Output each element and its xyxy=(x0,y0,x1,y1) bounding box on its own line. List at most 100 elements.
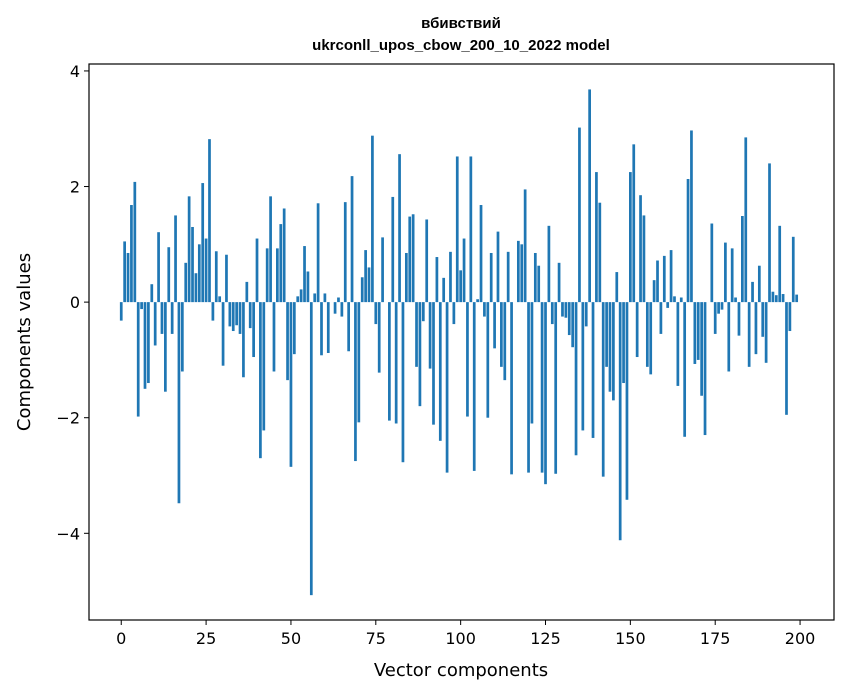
bar-127 xyxy=(550,302,554,325)
bar-181 xyxy=(734,297,737,303)
bar-146 xyxy=(615,272,619,303)
bar-178 xyxy=(724,242,727,303)
bar-97 xyxy=(449,251,452,303)
bar-66 xyxy=(343,202,347,303)
bar-167 xyxy=(686,179,690,303)
bar-56 xyxy=(309,302,313,596)
bar-143 xyxy=(605,302,608,367)
bar-198 xyxy=(791,236,795,303)
bar-149 xyxy=(625,302,629,500)
bar-20 xyxy=(187,196,191,303)
bar-93 xyxy=(435,257,439,303)
x-tick-label-75: 75 xyxy=(366,629,386,648)
bar-133 xyxy=(571,302,575,348)
bar-144 xyxy=(608,302,612,392)
bar-33 xyxy=(231,302,235,332)
bar-162 xyxy=(669,250,673,303)
bar-170 xyxy=(696,302,700,360)
bar-125 xyxy=(544,302,547,485)
bar-3 xyxy=(130,205,133,303)
bar-135 xyxy=(578,127,581,303)
bar-31 xyxy=(225,254,228,303)
y-tick-label--2: −2 xyxy=(56,409,80,428)
x-tick-label-0: 0 xyxy=(116,629,126,648)
bar-54 xyxy=(303,246,306,303)
bar-17 xyxy=(177,302,181,504)
bar-74 xyxy=(371,135,374,303)
bar-81 xyxy=(394,302,398,424)
bar-77 xyxy=(381,237,384,303)
bar-132 xyxy=(567,302,571,336)
bar-21 xyxy=(191,226,194,303)
bar-114 xyxy=(506,251,510,303)
bars-group xyxy=(119,89,799,596)
bar-163 xyxy=(673,296,676,303)
bar-53 xyxy=(299,289,303,303)
bar-84 xyxy=(404,252,408,303)
bar-157 xyxy=(652,280,656,303)
bar-101 xyxy=(462,238,466,303)
x-tick-label-125: 125 xyxy=(530,629,561,648)
bar-189 xyxy=(761,302,765,337)
bar-35 xyxy=(238,302,242,334)
bar-108 xyxy=(486,302,490,418)
bar-14 xyxy=(167,247,171,303)
bar-29 xyxy=(218,296,222,303)
bar-147 xyxy=(618,302,622,541)
bar-90 xyxy=(425,219,429,303)
bar-104 xyxy=(472,302,476,471)
bar-120 xyxy=(527,302,530,473)
bar-117 xyxy=(516,240,520,303)
bar-119 xyxy=(523,189,527,303)
bar-32 xyxy=(228,302,232,327)
bar-118 xyxy=(520,244,524,303)
bar-6 xyxy=(140,302,143,310)
bar-27 xyxy=(211,302,215,321)
bar-197 xyxy=(788,302,792,332)
bar-172 xyxy=(703,302,707,436)
bar-186 xyxy=(751,281,754,303)
bar-13 xyxy=(164,302,167,392)
bar-188 xyxy=(757,265,761,303)
bar-8 xyxy=(147,302,150,384)
bar-190 xyxy=(764,302,768,363)
bar-184 xyxy=(744,137,748,303)
bar-44 xyxy=(269,196,272,303)
bar-67 xyxy=(347,302,351,352)
bar-45 xyxy=(272,302,276,372)
chart-subtitle: ukrconll_upos_cbow_200_10_2022 model xyxy=(312,37,610,54)
bar-128 xyxy=(554,302,558,474)
bar-185 xyxy=(747,302,751,367)
bar-76 xyxy=(377,302,381,373)
bar-28 xyxy=(214,251,218,303)
y-tick-label-2: 2 xyxy=(70,178,80,197)
bar-175 xyxy=(713,302,717,334)
bar-134 xyxy=(574,302,578,456)
bar-166 xyxy=(683,302,687,437)
bar-72 xyxy=(364,250,367,303)
x-tick-label-50: 50 xyxy=(281,629,301,648)
bar-2 xyxy=(126,252,130,303)
bar-69 xyxy=(354,302,357,462)
bar-124 xyxy=(540,302,544,473)
bar-196 xyxy=(785,302,788,415)
bar-150 xyxy=(629,172,632,303)
bar-96 xyxy=(445,302,449,473)
y-tick-label--4: −4 xyxy=(56,524,80,543)
bar-4 xyxy=(133,181,137,303)
plot-frame xyxy=(88,63,835,621)
bar-59 xyxy=(320,302,323,356)
bar-106 xyxy=(479,205,483,303)
bar-179 xyxy=(727,302,731,372)
bar-15 xyxy=(170,302,174,334)
bar-182 xyxy=(737,302,741,336)
bar-165 xyxy=(679,297,683,303)
bar-50 xyxy=(289,302,293,467)
bar-0 xyxy=(119,302,123,321)
bar-68 xyxy=(350,176,354,303)
bar-80 xyxy=(391,196,395,303)
bar-100 xyxy=(459,270,463,303)
bar-126 xyxy=(547,225,551,303)
x-tick-label-200: 200 xyxy=(785,629,816,648)
bar-141 xyxy=(598,202,602,303)
